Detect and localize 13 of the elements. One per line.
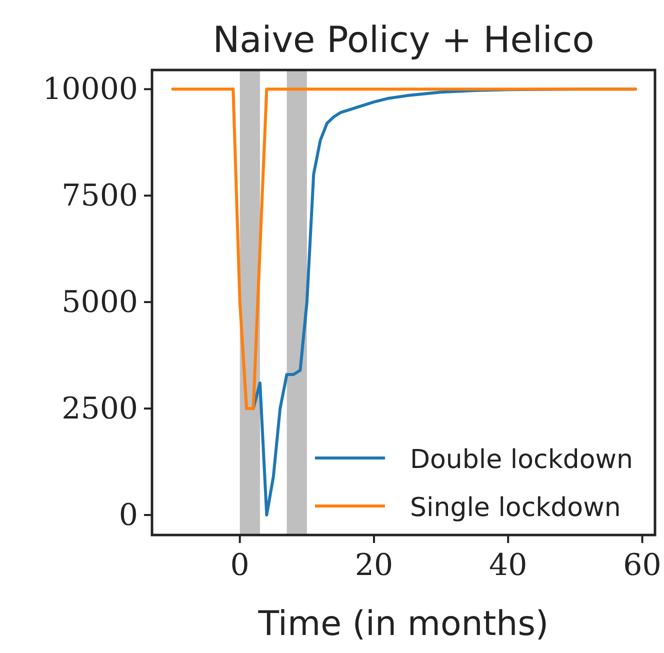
chart-title: Naive Policy + Helico — [212, 20, 594, 61]
x-tick-label: 60 — [623, 548, 662, 583]
y-tick-label: 2500 — [62, 392, 138, 427]
x-tick-label: 0 — [230, 548, 250, 583]
y-tick-label: 10000 — [42, 72, 138, 108]
legend-label: Single lockdown — [410, 493, 621, 523]
x-axis-title: Time (in months) — [257, 604, 549, 644]
y-tick-label: 7500 — [62, 178, 138, 214]
legend-label: Double lockdown — [410, 445, 634, 475]
x-tick-label: 40 — [489, 548, 528, 583]
y-tick-label: 5000 — [62, 285, 138, 320]
y-tick-label: 0 — [118, 498, 138, 533]
x-tick-label: 20 — [354, 548, 394, 583]
